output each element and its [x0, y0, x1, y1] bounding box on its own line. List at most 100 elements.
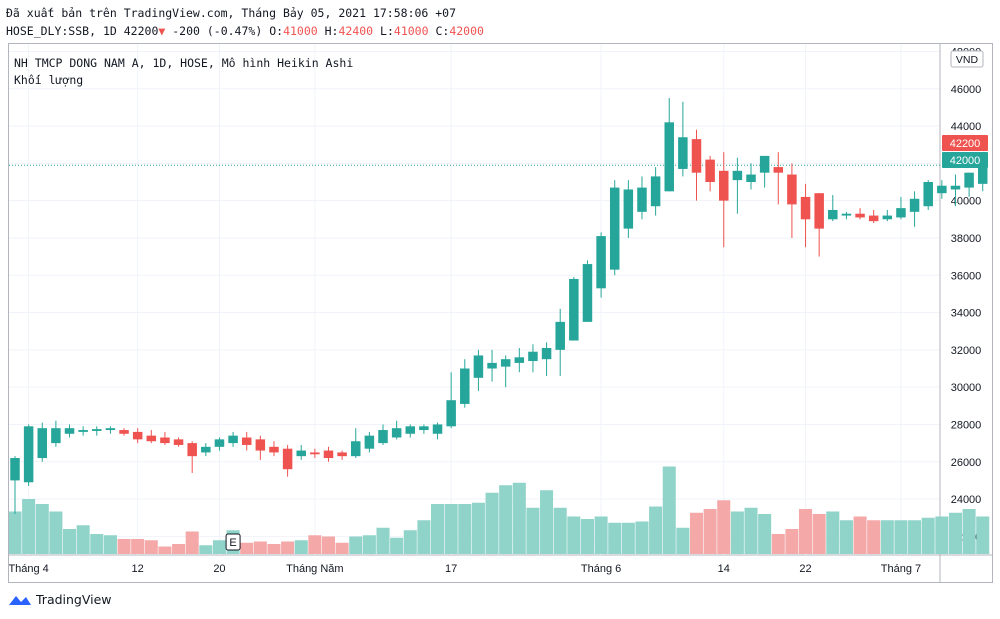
- volume-bar: [649, 506, 663, 554]
- candle-body: [391, 428, 402, 438]
- volume-bar: [839, 520, 853, 554]
- volume-bar: [362, 535, 376, 554]
- volume-bar: [730, 511, 744, 554]
- open-value: 41000: [283, 24, 318, 38]
- down-arrow-icon: ▼: [158, 24, 166, 38]
- volume-bar: [22, 499, 36, 554]
- volume-bar: [117, 539, 131, 554]
- price-badge-label: 42200: [950, 138, 981, 150]
- volume-bar: [212, 540, 226, 554]
- candle-body: [241, 437, 252, 445]
- symbol: HOSE_DLY:SSB,: [6, 24, 97, 38]
- close-value: 42000: [449, 24, 484, 38]
- volume-bar: [458, 504, 472, 554]
- candle-body: [977, 165, 988, 184]
- volume-bar: [63, 529, 77, 554]
- volume-bar: [976, 516, 990, 554]
- candle-body: [10, 458, 20, 481]
- candle-body: [201, 446, 211, 453]
- candle-body: [64, 428, 75, 434]
- tradingview-brand[interactable]: TradingView: [8, 592, 112, 607]
- candle-body: [582, 264, 593, 322]
- volume-bar: [76, 525, 90, 554]
- volume-bar: [8, 511, 22, 554]
- candle-body: [228, 435, 238, 444]
- volume-legend: Khối lượng: [14, 73, 84, 87]
- volume-bar: [131, 539, 145, 554]
- candle-body: [773, 167, 784, 173]
- volume-bar: [485, 492, 499, 554]
- volume-bar: [676, 527, 690, 554]
- candle-body: [146, 435, 157, 442]
- volume-bar: [935, 516, 949, 554]
- brand-label: TradingView: [36, 592, 112, 607]
- volume-bar: [812, 514, 826, 554]
- candle-body: [514, 357, 525, 363]
- candle-body: [691, 139, 702, 173]
- volume-bar: [512, 482, 526, 554]
- x-tick-label: Tháng 7: [881, 563, 921, 575]
- volume-bar: [853, 516, 867, 554]
- candle-body: [378, 430, 388, 444]
- volume-bar: [621, 522, 635, 554]
- candle-body: [269, 446, 279, 453]
- candle-body: [78, 430, 88, 432]
- candle-body: [173, 439, 184, 445]
- volume-bar: [771, 534, 785, 554]
- volume-bar: [758, 514, 772, 554]
- volume-bar: [158, 546, 172, 554]
- candle-body: [623, 189, 634, 229]
- candle-body: [609, 187, 620, 270]
- volume-bar: [540, 490, 554, 554]
- volume-bar: [717, 500, 731, 554]
- volume-bar: [281, 541, 295, 554]
- candle-body: [814, 193, 824, 229]
- candle-body: [909, 198, 920, 212]
- candle-body: [105, 428, 116, 431]
- candle-body: [596, 236, 606, 289]
- volume-bar: [526, 507, 540, 554]
- volume-bar: [948, 512, 962, 554]
- volume-bar: [553, 507, 567, 554]
- x-tick-label: 22: [799, 563, 811, 575]
- volume-bar: [431, 504, 445, 554]
- y-tick-label: 40000: [951, 196, 982, 208]
- volume-bar: [349, 536, 363, 554]
- candle-body: [92, 429, 102, 431]
- candle-body: [855, 213, 865, 218]
- volume-bar: [894, 520, 908, 554]
- candle-body: [432, 424, 443, 434]
- x-tick-label: 20: [213, 563, 225, 575]
- volume-bar: [144, 540, 158, 554]
- volume-bar: [962, 509, 976, 554]
- y-tick-label: 36000: [951, 270, 982, 282]
- candle-body: [732, 170, 743, 181]
- y-tick-label: 44000: [951, 121, 982, 133]
- earnings-marker: [225, 533, 241, 551]
- candle-body: [323, 450, 334, 459]
- tradingview-logo-icon: [9, 595, 31, 605]
- volume-bar: [49, 511, 63, 554]
- x-tick-label: 17: [445, 563, 457, 575]
- volume-bar: [867, 520, 881, 554]
- low-label: L:: [380, 24, 394, 38]
- candle-body: [446, 400, 456, 427]
- y-tick-label: 24000: [951, 494, 982, 506]
- candle-body: [800, 196, 811, 220]
- x-tick-label: Tháng 6: [581, 563, 621, 575]
- volume-bar: [294, 540, 308, 554]
- y-tick-label: 38000: [951, 233, 982, 245]
- close-label: C:: [435, 24, 450, 38]
- volume-bar: [635, 521, 649, 554]
- candle-body: [650, 176, 661, 207]
- volume-bar: [390, 537, 404, 554]
- x-tick-label: 14: [718, 563, 730, 575]
- candle-body: [187, 443, 197, 457]
- volume-bar: [103, 535, 117, 554]
- candle-body: [337, 452, 347, 457]
- export-text: Đã xuất bản trên TradingView.com, Tháng …: [6, 6, 457, 20]
- candle-body: [255, 439, 266, 451]
- candle-body: [719, 170, 729, 201]
- candle-body: [37, 428, 48, 459]
